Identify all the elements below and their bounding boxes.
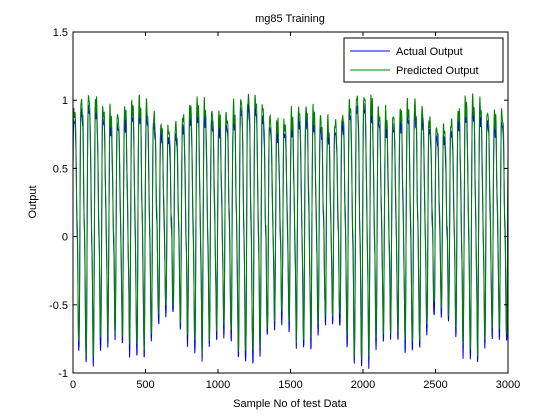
y-tick-label: 0 (62, 232, 68, 244)
legend-label-predicted-output: Predicted Output (396, 65, 479, 77)
y-tick-label: 1.5 (53, 27, 68, 39)
x-tick-label: 1000 (206, 379, 230, 391)
series-layer (72, 93, 509, 369)
x-axis: 0 500 1000 1500 2000 2500 3000 (70, 32, 520, 391)
x-tick-label: 0 (70, 379, 76, 391)
y-tick-label: 0.5 (53, 163, 68, 175)
y-axis: -1 -0.5 0 0.5 1 1.5 (49, 27, 508, 380)
y-tick-label: -0.5 (49, 300, 68, 312)
x-tick-label: 2000 (351, 379, 375, 391)
legend-label-actual-output: Actual Output (396, 46, 463, 58)
y-axis-label: Output (27, 185, 39, 218)
chart-title: mg85 Training (255, 13, 325, 25)
x-tick-label: 1500 (278, 379, 302, 391)
legend-box (343, 37, 504, 83)
x-tick-label: 3000 (496, 379, 520, 391)
x-axis-label: Sample No of test Data (233, 398, 348, 410)
y-tick-label: 1 (62, 95, 68, 107)
x-tick-label: 2500 (423, 379, 447, 391)
legend: Actual Output Predicted Output (343, 37, 504, 83)
x-tick-label: 500 (136, 379, 154, 391)
series-line-predicted-output (72, 93, 509, 360)
y-tick-label: -1 (58, 368, 68, 380)
